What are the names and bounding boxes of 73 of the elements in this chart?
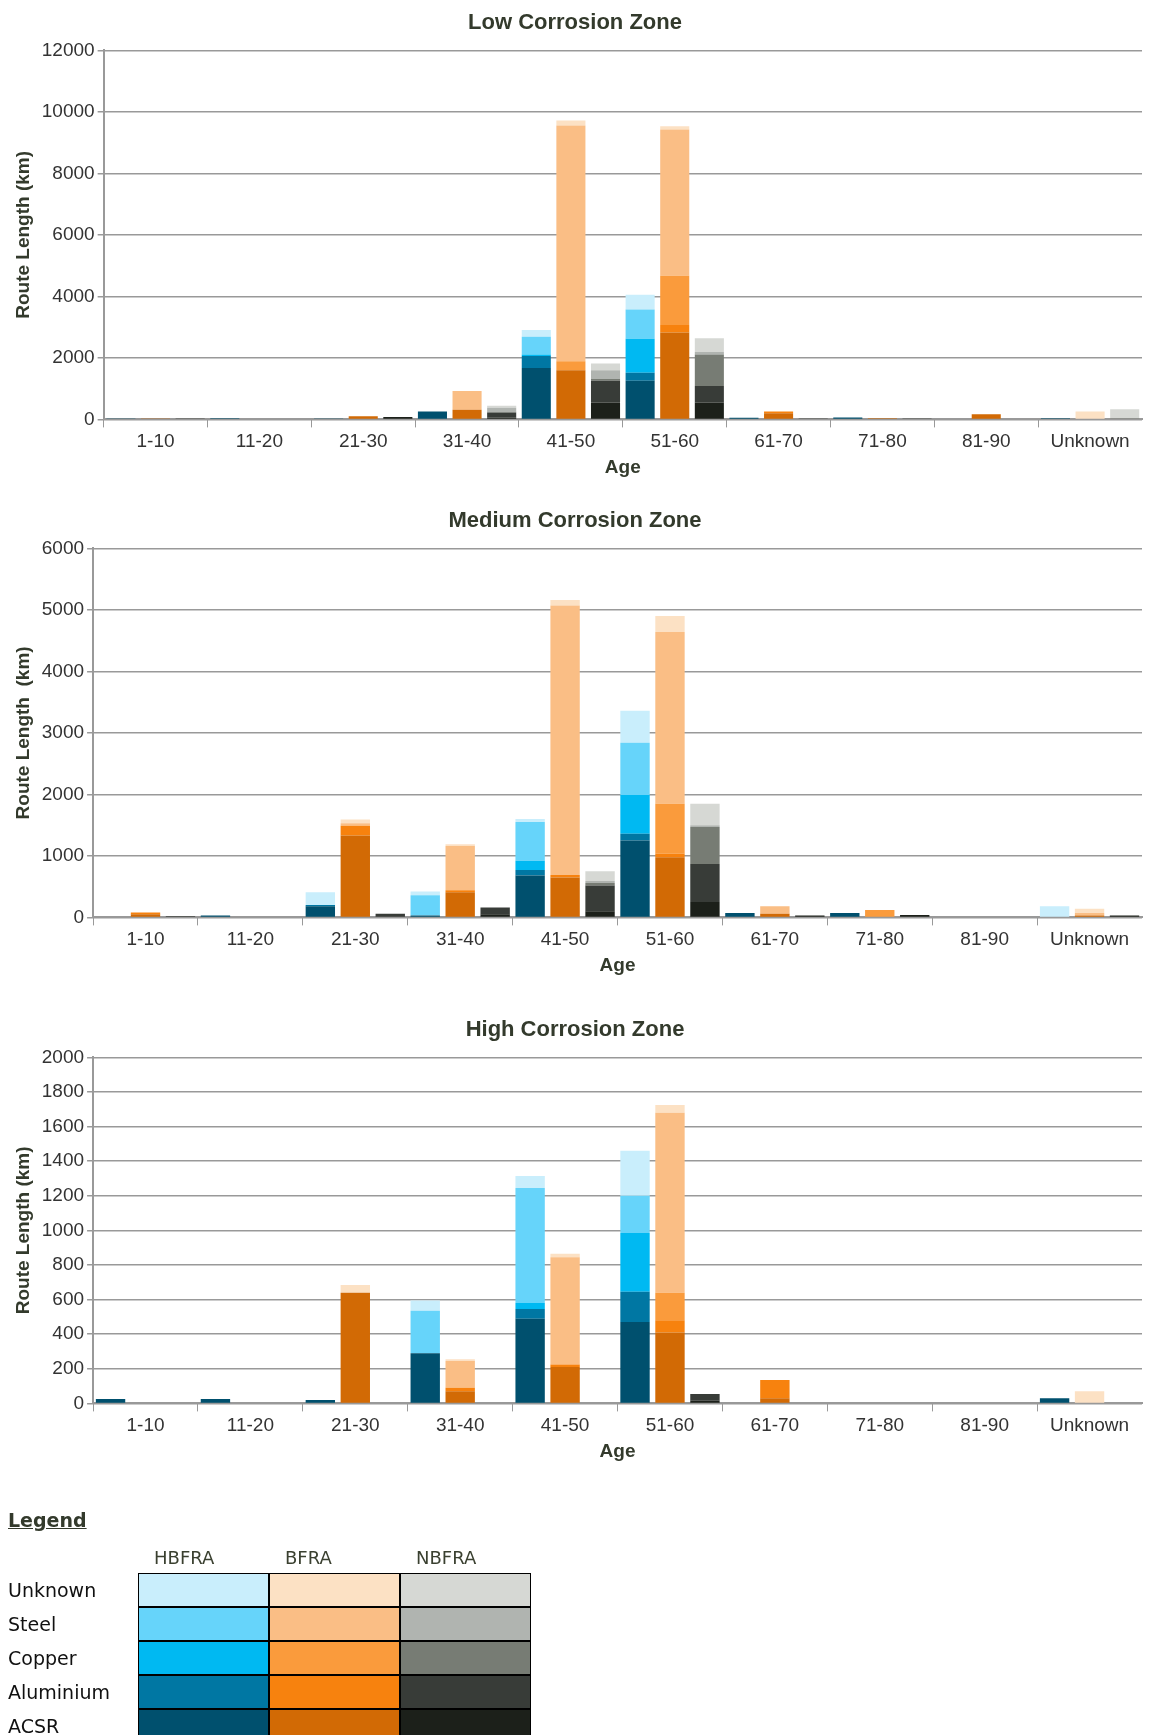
- x-tick-label: 61-70: [750, 928, 800, 950]
- y-tick-label: 2000: [52, 346, 95, 368]
- x-tick-label: Unknown: [1049, 1414, 1130, 1436]
- x-tick-label: 41-50: [546, 430, 596, 452]
- x-axis-title: Age: [604, 455, 641, 477]
- y-tick-label: 0: [73, 1391, 85, 1413]
- y-tick-label: 1000: [41, 844, 85, 866]
- y-tick-label: 3000: [41, 721, 85, 743]
- y-tick-label: 6000: [52, 223, 95, 245]
- x-tick-label: 51-60: [645, 1414, 695, 1436]
- x-tick-label: Unknown: [1049, 928, 1130, 950]
- x-tick-label: 71-80: [855, 928, 905, 950]
- y-tick-label: 10000: [41, 100, 95, 122]
- x-tick-label: 31-40: [435, 1414, 485, 1436]
- y-tick-label: 6000: [41, 536, 85, 558]
- x-tick-label: 21-30: [338, 430, 388, 452]
- category-label: Unknown: [8, 1579, 97, 1601]
- x-tick-label: 51-60: [650, 430, 700, 452]
- x-tick-label: 31-40: [435, 928, 485, 950]
- x-tick-label: 31-40: [442, 430, 492, 452]
- x-tick-label: 41-50: [540, 1414, 590, 1436]
- x-tick-label: 71-80: [858, 430, 907, 452]
- x-tick-label: 71-80: [855, 1414, 905, 1436]
- x-tick-label: 21-30: [331, 1414, 380, 1436]
- y-tick-label: 1200: [41, 1184, 85, 1206]
- category-label: ACSR: [8, 1715, 60, 1735]
- y-tick-label: 600: [52, 1287, 85, 1309]
- x-axis-title: Age: [599, 1439, 636, 1461]
- y-tick-label: 4000: [52, 284, 95, 306]
- x-tick-label: 1-10: [136, 430, 175, 452]
- y-tick-label: 1600: [41, 1114, 85, 1136]
- y-tick-label: 5000: [41, 598, 85, 620]
- x-tick-label: 81-90: [960, 928, 1009, 950]
- x-tick-label: 41-50: [540, 928, 590, 950]
- x-tick-label: 81-90: [961, 430, 1011, 452]
- y-tick-label: 8000: [52, 161, 95, 183]
- x-tick-label: 11-20: [226, 1414, 274, 1436]
- category-label: Aluminium: [8, 1681, 110, 1703]
- y-tick-label: 1000: [41, 1218, 85, 1240]
- y-tick-label: 400: [52, 1322, 85, 1344]
- x-tick-label: 11-20: [226, 928, 274, 950]
- y-tick-label: 2000: [41, 782, 85, 804]
- category-label: Steel: [8, 1613, 57, 1635]
- y-tick-label: 2000: [41, 1045, 85, 1067]
- y-tick-label: 0: [73, 905, 85, 927]
- x-tick-label: 11-20: [235, 430, 283, 452]
- category-label: BFRA: [285, 1547, 333, 1568]
- y-tick-label: 12000: [41, 38, 95, 60]
- y-tick-label: 800: [52, 1253, 85, 1275]
- y-tick-label: 1400: [41, 1149, 85, 1171]
- x-tick-label: 61-70: [750, 1414, 800, 1436]
- x-tick-label: 1-10: [126, 928, 165, 950]
- y-tick-label: 200: [52, 1357, 85, 1379]
- category-label: Copper: [8, 1647, 77, 1669]
- y-tick-label: 4000: [41, 659, 85, 681]
- x-tick-label: 61-70: [754, 430, 803, 452]
- x-tick-label: 81-90: [960, 1414, 1009, 1436]
- y-tick-label: 0: [84, 407, 95, 429]
- y-axis-title: Route Length (km): [11, 646, 33, 820]
- chart-title: Low Corrosion Zone: [468, 9, 682, 35]
- x-tick-label: 1-10: [126, 1414, 165, 1436]
- x-tick-label: 51-60: [645, 928, 695, 950]
- text: Legend: [8, 1509, 87, 1531]
- y-axis-title: Route Length (km): [11, 1146, 33, 1315]
- category-label: NBFRA: [416, 1547, 478, 1568]
- category-label: HBFRA: [154, 1547, 216, 1568]
- y-tick-label: 1800: [41, 1080, 85, 1102]
- x-axis-title: Age: [599, 953, 636, 975]
- chart-title: Medium Corrosion Zone: [448, 507, 702, 533]
- x-tick-label: 21-30: [331, 928, 380, 950]
- x-tick-label: Unknown: [1050, 430, 1130, 452]
- chart-title: High Corrosion Zone: [465, 1016, 685, 1042]
- y-axis-title: Route Length (km): [11, 150, 33, 319]
